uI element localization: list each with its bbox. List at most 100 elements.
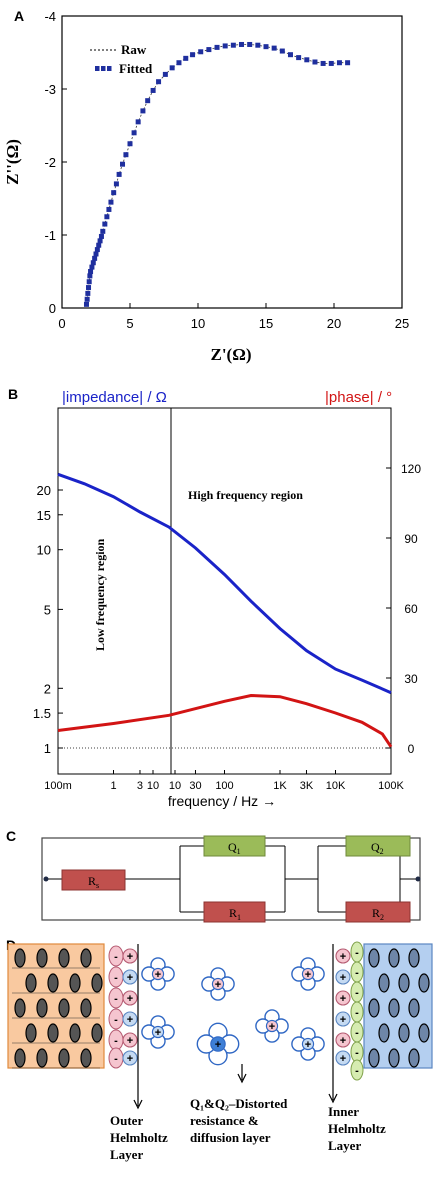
fitted-point <box>206 47 212 53</box>
svg-text:Layer: Layer <box>328 1138 361 1153</box>
frequency-axis-ticks: 100m 1 3 10 10 30 100 1K 3K 10K 100K <box>44 770 405 792</box>
ion-charge <box>122 948 138 964</box>
ion-charge-sign: + <box>305 1039 311 1051</box>
fitted-point <box>296 55 302 61</box>
fitted-point <box>156 79 162 85</box>
anion-sign: - <box>114 951 118 963</box>
svg-text:Helmholtz: Helmholtz <box>110 1130 168 1145</box>
bode-plot-frame <box>57 407 392 775</box>
electrode-particle <box>388 948 400 968</box>
electrode-particle <box>408 998 420 1018</box>
legend-fitted-marker <box>95 66 100 71</box>
frequency-tick-label: 100K <box>378 780 404 792</box>
electrode-particle <box>378 973 390 993</box>
electrode-particle <box>80 998 92 1018</box>
fitted-point <box>88 269 94 274</box>
x-tick-label: 25 <box>395 316 409 331</box>
fitted-point <box>87 273 93 279</box>
ion-charge-sign: + <box>340 972 346 984</box>
x-tick-label: 5 <box>126 316 133 331</box>
adsorbed-anion-sign: - <box>355 1027 359 1039</box>
electrode-particle <box>69 973 81 993</box>
fitted-point <box>183 55 189 61</box>
electrode-particle <box>36 948 48 968</box>
fitted-point <box>135 119 141 125</box>
ion-charge <box>335 969 351 985</box>
phase-series-line <box>57 693 393 748</box>
electrode-particle <box>14 1048 26 1068</box>
ion-layer: ------+++++++++++++++++++------- <box>108 941 364 1081</box>
ion-charge-sign: + <box>340 1014 346 1026</box>
fitted-point <box>345 60 351 66</box>
ion-charge-sign: + <box>155 1027 161 1039</box>
phase-axis-ticks: 0 30 60 90 120 <box>386 462 421 756</box>
panel-label-b: B <box>8 386 19 402</box>
electrode-particle <box>91 973 103 993</box>
ion-charge <box>210 1036 226 1052</box>
fitted-point <box>162 71 168 77</box>
fitted-point <box>85 290 91 296</box>
resistor-rs: Rs <box>61 869 126 891</box>
fitted-point <box>86 279 92 285</box>
x-tick-label: 20 <box>327 316 341 331</box>
fitted-point <box>304 57 310 63</box>
x-tick-label: 10 <box>191 316 205 331</box>
impedance-tick-label: 5 <box>44 602 51 617</box>
fitted-point <box>230 42 236 48</box>
svg-text:R2: R2 <box>372 906 384 922</box>
raw-series-line <box>86 44 348 305</box>
inner-helmholtz-caption: Inner Helmholtz Layer <box>328 1104 386 1153</box>
diffusion-arrow-head <box>237 1073 247 1084</box>
ion-charge-sign: + <box>127 993 133 1005</box>
fitted-point <box>97 238 103 244</box>
double-layer-diagram: ------+++++++++++++++++++------- Outer H… <box>7 941 433 1162</box>
legend-fitted-marker <box>107 66 112 71</box>
nyquist-plot-frame <box>61 15 403 309</box>
circuit-terminal-left <box>43 876 49 882</box>
adsorbed-anion-sign: - <box>355 987 359 999</box>
electrode-particle <box>378 1023 390 1043</box>
electrode-particle <box>25 1023 37 1043</box>
fitted-point <box>312 59 318 65</box>
frequency-tick-label: 3 <box>137 780 143 792</box>
anion-sign: - <box>114 1014 118 1026</box>
electrode-particle <box>80 948 92 968</box>
anion-sign: - <box>114 972 118 984</box>
y-axis-ticks: 0 -1 -2 -3 -4 <box>44 9 67 316</box>
ion-charge <box>335 948 351 964</box>
outer-helmholtz-arrow-head <box>133 1099 143 1110</box>
ion-charge-sign: + <box>340 1035 346 1047</box>
frequency-tick-label: 100 <box>215 780 233 792</box>
fitted-point <box>271 45 277 51</box>
electrode-particle <box>36 1048 48 1068</box>
fitted-point <box>120 161 126 167</box>
fitted-point <box>93 251 99 257</box>
left-electrode-particles <box>12 948 103 1069</box>
svg-text:diffusion layer: diffusion layer <box>190 1130 271 1145</box>
svg-text:Layer: Layer <box>110 1147 143 1162</box>
ion-charge <box>211 977 225 991</box>
electrode-particle <box>14 948 26 968</box>
ion-charge-sign: + <box>215 1039 221 1051</box>
legend-fitted-marker <box>101 66 106 71</box>
svg-text:Q2: Q2 <box>371 840 384 856</box>
y-axis-label: Z''(Ω) <box>3 139 22 185</box>
adsorbed-anion-sign: - <box>355 947 359 959</box>
electrode-particle <box>25 973 37 993</box>
y-tick-label: -3 <box>44 82 56 97</box>
phase-axis-title: |phase| / ° <box>325 389 392 406</box>
impedance-tick-label: 2 <box>44 681 51 696</box>
resistor-r1: R1 <box>203 901 266 923</box>
fitted-point <box>96 242 102 248</box>
frequency-tick-label: 10 <box>147 780 159 792</box>
fitted-point <box>198 49 204 55</box>
fitted-point <box>94 247 100 253</box>
fitted-point <box>255 42 261 48</box>
fitted-point <box>320 60 326 66</box>
ion-charge-sign: + <box>305 969 311 981</box>
ion-charge-sign: + <box>127 1014 133 1026</box>
fitted-point <box>90 260 96 266</box>
fitted-point <box>131 130 137 136</box>
frequency-tick-label: 10 <box>169 780 181 792</box>
legend-raw-label: Raw <box>121 42 147 57</box>
